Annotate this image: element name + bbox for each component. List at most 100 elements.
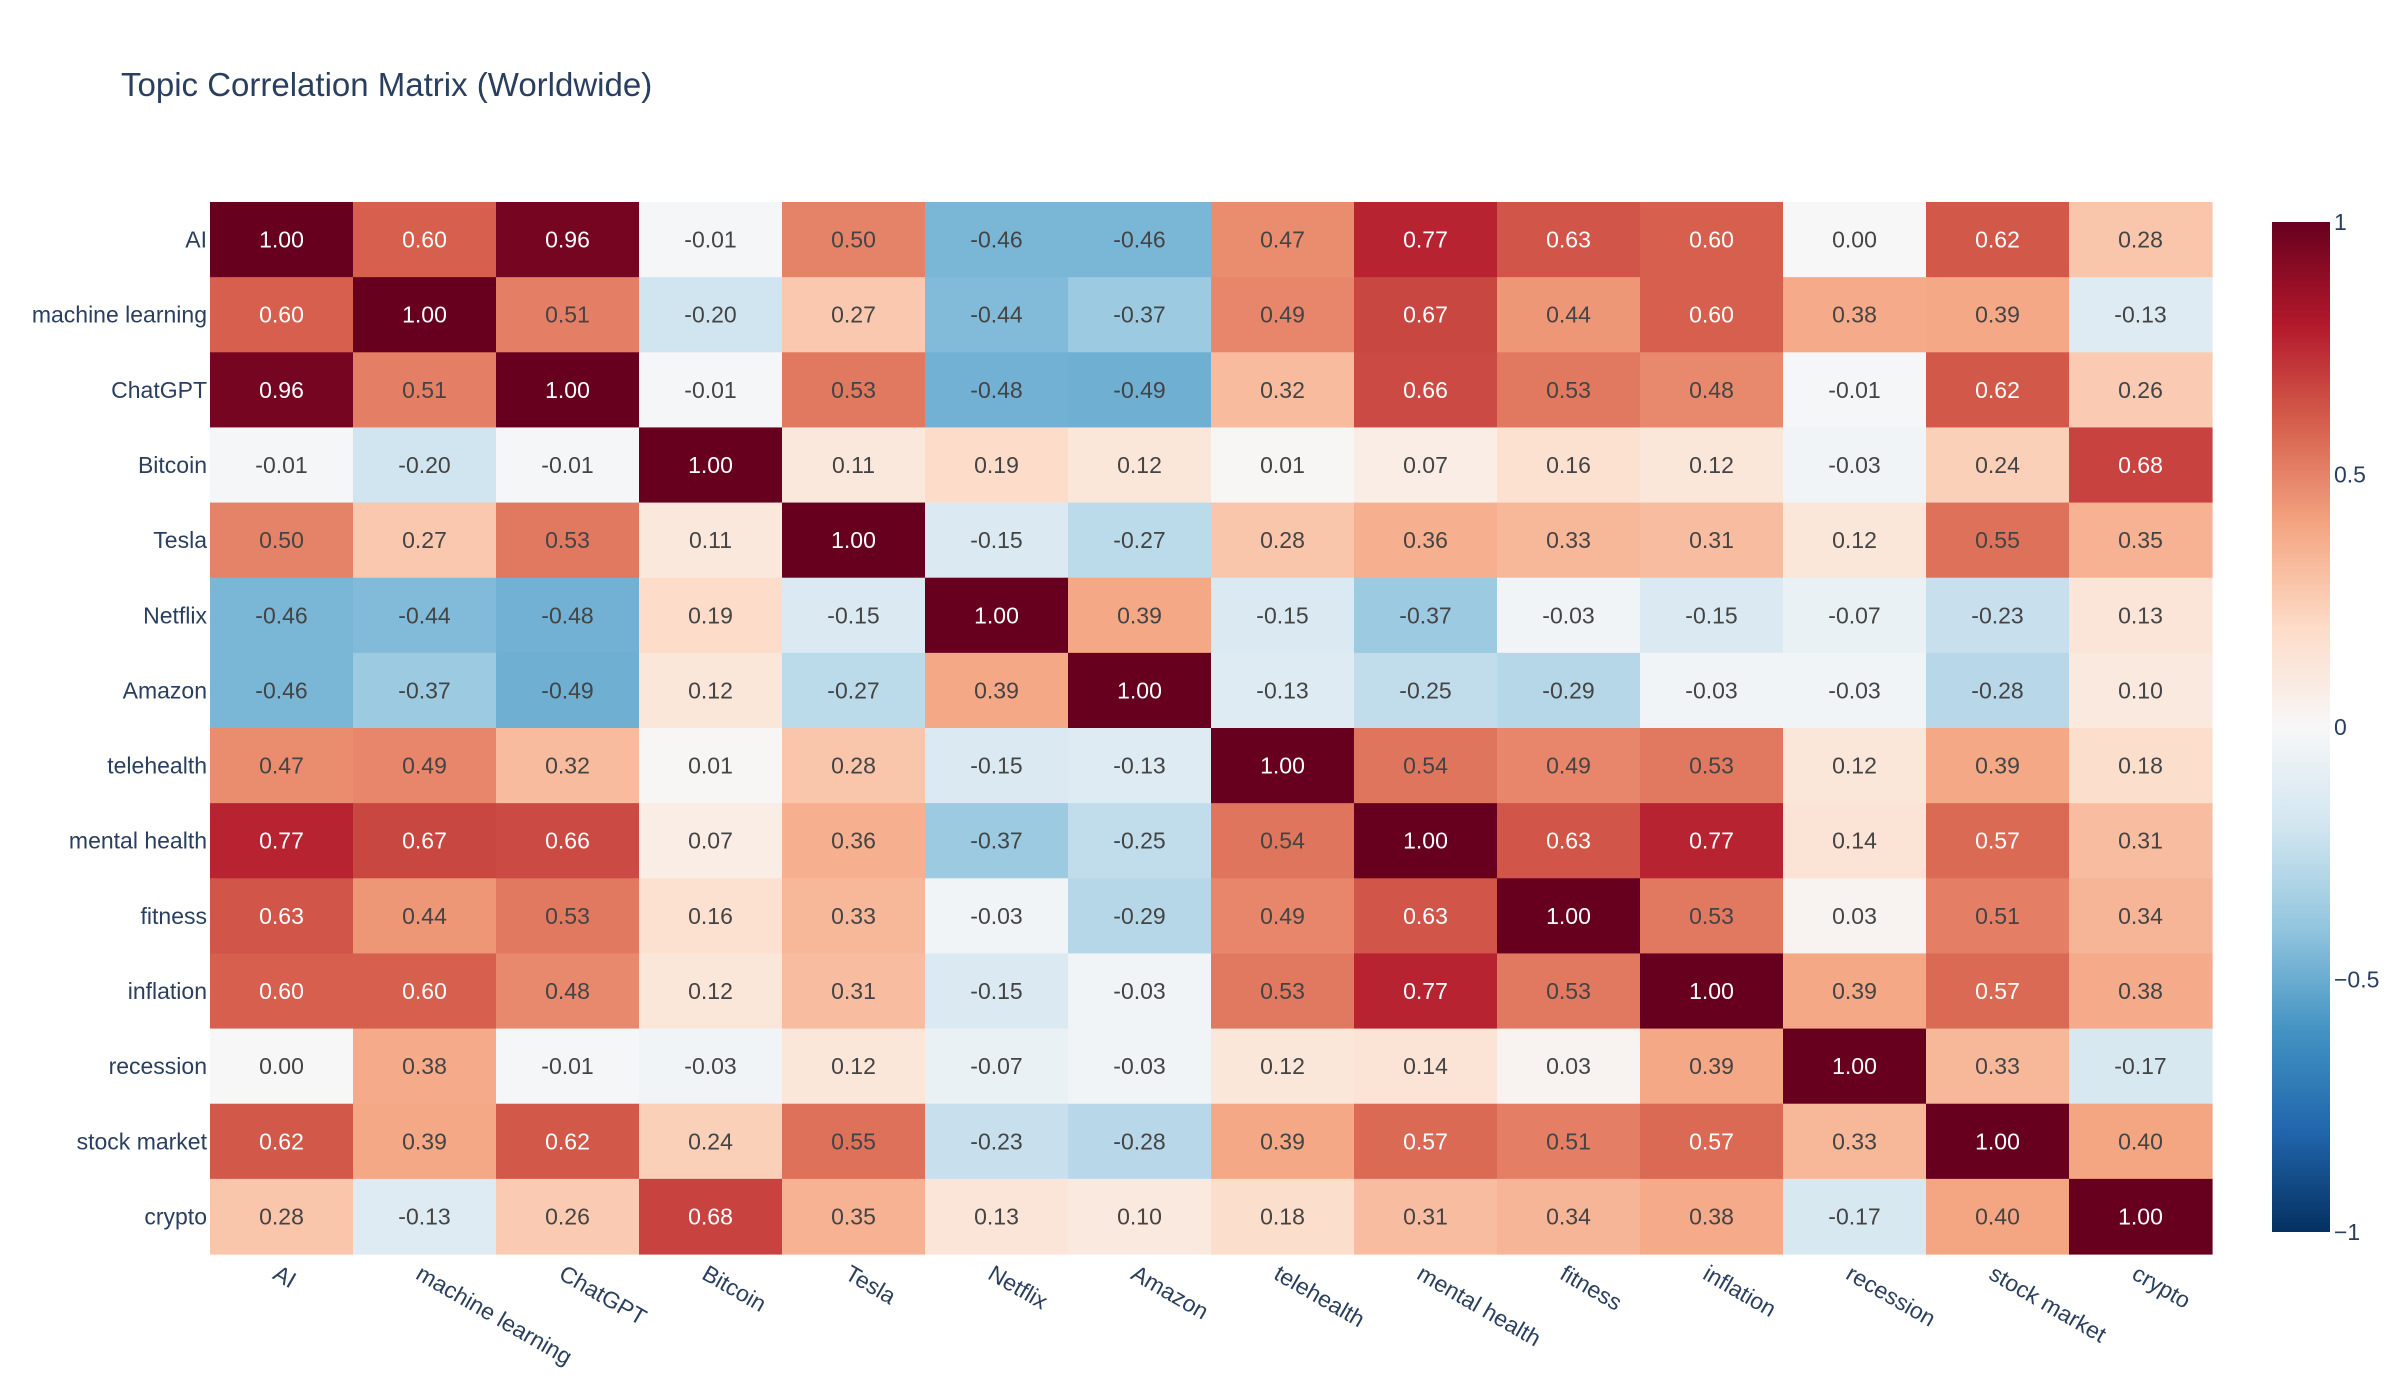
cell-value-label: 0.55 xyxy=(1975,527,2020,553)
heatmap-cell xyxy=(210,803,354,879)
heatmap-cell xyxy=(782,577,926,654)
heatmap-cell xyxy=(925,277,1069,353)
cell-value-label: 0.18 xyxy=(2118,753,2163,779)
cell-value-label: -0.01 xyxy=(255,452,307,478)
heatmap-cell xyxy=(1497,878,1641,955)
cell-value-label: 0.39 xyxy=(1832,978,1877,1004)
x-tick-label: Netflix xyxy=(984,1260,1053,1315)
heatmap-cell xyxy=(782,202,926,278)
cell-value-label: 0.40 xyxy=(2118,1128,2163,1154)
cell-value-label: 0.55 xyxy=(831,1128,876,1154)
cell-value-label: 0.12 xyxy=(688,677,733,703)
cell-value-label: 0.07 xyxy=(688,828,733,854)
cell-value-label: -0.46 xyxy=(970,227,1022,253)
heatmap-cell xyxy=(496,728,640,804)
cell-value-label: 1.00 xyxy=(1975,1128,2020,1154)
cell-value-label: 1.00 xyxy=(1832,1053,1877,1079)
heatmap-cell xyxy=(639,577,783,654)
heatmap-cell xyxy=(925,652,1069,729)
heatmap-cell xyxy=(210,878,354,955)
x-tick-label: Bitcoin xyxy=(698,1260,771,1317)
x-tick-label: fitness xyxy=(1556,1260,1627,1316)
heatmap-cell xyxy=(1068,728,1212,804)
heatmap-cell xyxy=(1211,502,1355,579)
cell-value-label: -0.49 xyxy=(1113,377,1165,403)
cell-value-label: 0.77 xyxy=(1403,227,1448,253)
cell-value-label: 0.27 xyxy=(402,527,447,553)
cell-value-label: 0.60 xyxy=(1689,227,1734,253)
heatmap-cell xyxy=(1068,1028,1212,1105)
cell-value-label: 0.63 xyxy=(1403,903,1448,929)
cell-value-label: 0.38 xyxy=(1689,1203,1734,1229)
cell-value-label: 0.13 xyxy=(974,1203,1019,1229)
heatmap-cell xyxy=(925,427,1069,504)
heatmap-cell xyxy=(496,502,640,579)
heatmap-cell xyxy=(639,202,783,278)
cell-value-label: -0.17 xyxy=(1828,1203,1880,1229)
cell-value-label: 0.38 xyxy=(2118,978,2163,1004)
heatmap-cell xyxy=(353,1103,497,1180)
heatmap-cell xyxy=(210,728,354,804)
heatmap-cell xyxy=(1497,202,1641,278)
y-tick-label: stock market xyxy=(77,1128,208,1154)
heatmap-cell xyxy=(1354,652,1498,729)
heatmap-cell xyxy=(1926,803,2070,879)
cell-value-label: -0.07 xyxy=(1828,602,1880,628)
heatmap-cell xyxy=(639,728,783,804)
cell-value-label: -0.15 xyxy=(1685,602,1737,628)
heatmap-cell xyxy=(1497,277,1641,353)
cell-value-label: 1.00 xyxy=(1117,677,1162,703)
cell-value-label: 0.12 xyxy=(1832,527,1877,553)
heatmap-cell xyxy=(1783,1103,1927,1180)
heatmap-cell xyxy=(1640,803,1784,879)
cell-value-label: 0.33 xyxy=(1832,1128,1877,1154)
heatmap-cell xyxy=(353,728,497,804)
heatmap-cell xyxy=(1640,202,1784,278)
heatmap-cell xyxy=(1783,277,1927,353)
heatmap-cell xyxy=(1068,803,1212,879)
cell-value-label: 0.40 xyxy=(1975,1203,2020,1229)
cell-value-label: -0.20 xyxy=(684,302,736,328)
heatmap-cell xyxy=(639,652,783,729)
heatmap-cell xyxy=(1926,728,2070,804)
y-tick-label: inflation xyxy=(128,978,207,1004)
cell-value-label: -0.03 xyxy=(684,1053,736,1079)
cell-value-label: 0.68 xyxy=(2118,452,2163,478)
heatmap-cell xyxy=(1354,803,1498,879)
cell-value-label: 0.28 xyxy=(831,753,876,779)
heatmap-cell xyxy=(1354,202,1498,278)
cell-value-label: 0.47 xyxy=(259,753,304,779)
cell-value-label: 1.00 xyxy=(2118,1203,2163,1229)
heatmap-cell xyxy=(1783,1178,1927,1255)
heatmap-cell xyxy=(782,1028,926,1105)
heatmap-cell xyxy=(210,953,354,1030)
heatmap-cell xyxy=(1497,577,1641,654)
heatmap-cells: 1.00 0.60 0.96 -0.01 0.50 -0.46 -0.46 0.47 0.77 0… xyxy=(210,202,2213,1255)
heatmap-cell xyxy=(1926,1028,2070,1105)
cell-value-label: 0.10 xyxy=(2118,677,2163,703)
heatmap-cell xyxy=(1068,202,1212,278)
cell-value-label: 0.77 xyxy=(1689,828,1734,854)
cell-value-label: -0.01 xyxy=(541,452,593,478)
cell-value-label: -0.15 xyxy=(1256,602,1308,628)
cell-value-label: 0.33 xyxy=(1546,527,1591,553)
cell-value-label: 0.57 xyxy=(1975,978,2020,1004)
cell-value-label: 1.00 xyxy=(259,227,304,253)
heatmap-cell xyxy=(1926,878,2070,955)
cell-value-label: 0.63 xyxy=(1546,828,1591,854)
cell-value-label: 0.31 xyxy=(1689,527,1734,553)
y-tick-label: telehealth xyxy=(107,753,207,779)
cell-value-label: 0.14 xyxy=(1403,1053,1448,1079)
cell-value-label: 0.00 xyxy=(259,1053,304,1079)
cell-value-label: 0.53 xyxy=(545,903,590,929)
heatmap-cell xyxy=(210,1178,354,1255)
heatmap-cell xyxy=(353,277,497,353)
cell-value-label: 0.47 xyxy=(1260,227,1305,253)
y-tick-label: Bitcoin xyxy=(138,452,207,478)
heatmap-cell xyxy=(353,953,497,1030)
x-tick-label: AI xyxy=(269,1260,301,1293)
cell-value-label: 0.10 xyxy=(1117,1203,1162,1229)
cell-value-label: 0.33 xyxy=(1975,1053,2020,1079)
heatmap-cell xyxy=(353,1028,497,1105)
cell-value-label: 0.53 xyxy=(1689,753,1734,779)
